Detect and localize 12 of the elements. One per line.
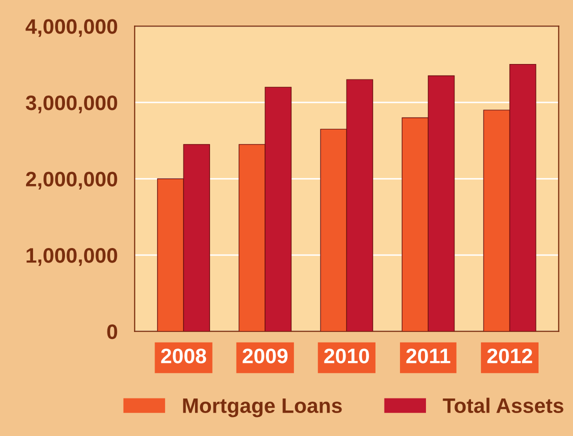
legend-label: Total Assets [442, 398, 564, 414]
y-tick-label: 3,000,000 [26, 95, 118, 114]
y-tick-label: 2,000,000 [26, 172, 118, 190]
x-tick-label: 2011 [406, 348, 450, 364]
x-tick-label: 2010 [324, 348, 369, 364]
x-tick-label: 2009 [242, 348, 288, 364]
y-tick-label: 1,000,000 [26, 248, 118, 266]
legend-label: Mortgage Loans [183, 398, 342, 418]
x-tick-label: 2008 [161, 348, 206, 364]
y-tick-label: 4,000,000 [26, 19, 118, 37]
x-tick-label: 2012 [487, 348, 532, 364]
y-tick-label: 0 [107, 324, 118, 340]
